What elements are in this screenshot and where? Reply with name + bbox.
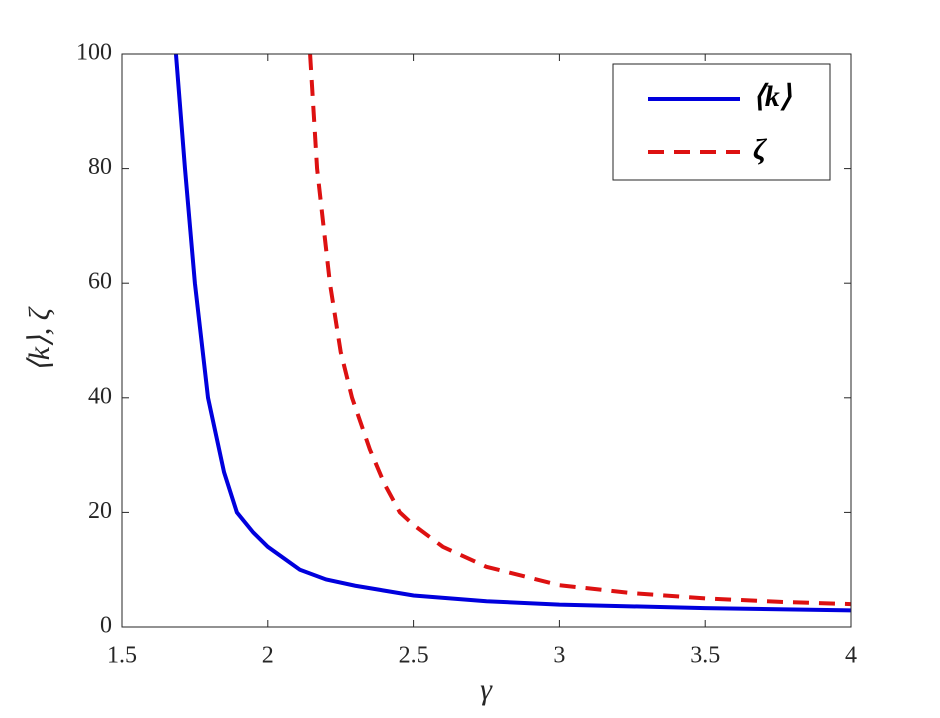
x-axis-label: γ — [480, 673, 493, 706]
legend-label: ⟨k⟩ — [753, 80, 792, 113]
x-tick-label: 2.5 — [399, 643, 429, 669]
plot-frame — [121, 53, 852, 628]
y-tick-label: 40 — [88, 383, 112, 409]
x-tick-label: 1.5 — [107, 643, 137, 669]
x-tick-label: 3 — [553, 643, 565, 669]
x-tick-label: 3.5 — [690, 643, 720, 669]
x-tick-label: 2 — [262, 643, 274, 669]
x-tick-label: 4 — [845, 643, 857, 669]
y-axis-label: ⟨k⟩, ζ — [23, 306, 56, 372]
data-line — [173, 54, 851, 613]
y-tick-label: 60 — [88, 269, 112, 295]
y-tick-label: 0 — [100, 613, 112, 639]
data-line — [308, 54, 851, 607]
y-tick-label: 100 — [76, 40, 112, 66]
y-tick-label: 80 — [88, 154, 112, 180]
y-tick-label: 20 — [88, 498, 112, 524]
legend-label: ζ — [753, 133, 768, 166]
legend-box — [612, 63, 831, 181]
